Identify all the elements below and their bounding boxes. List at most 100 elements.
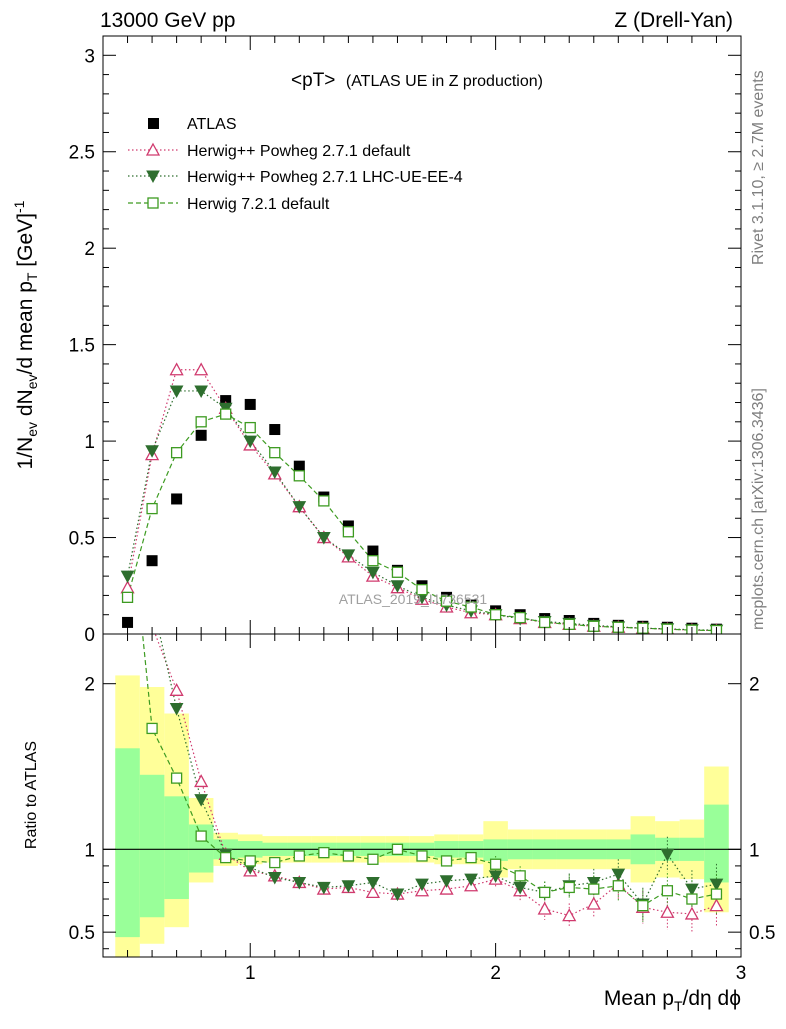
ratio-point-powheg-ue xyxy=(709,878,724,892)
ratio-line-powheg-ue xyxy=(159,634,717,906)
main-point-herwig721 xyxy=(244,421,256,434)
header-left: 13000 GeV pp xyxy=(100,9,235,32)
ratio-point-powheg-ue xyxy=(586,876,601,890)
ratio-point-powheg-default xyxy=(660,904,675,918)
ratio-point-powheg-default xyxy=(439,881,454,895)
legend-entry-powheg-ue: Herwig++ Powheg 2.7.1 LHC-UE-EE-4 xyxy=(128,169,463,186)
ratio-point-herwig721 xyxy=(588,883,600,895)
ratio-point-herwig721 xyxy=(170,772,183,784)
ratio-band-inner xyxy=(483,839,508,861)
main-point-herwig721 xyxy=(391,566,404,578)
ratio-ylabel: Ratio to ATLAS xyxy=(23,741,40,849)
ratio-point-herwig721 xyxy=(342,850,355,862)
main-point-atlas xyxy=(367,545,379,557)
main-point-powheg-default xyxy=(120,580,135,594)
main-point-herwig721 xyxy=(514,611,526,624)
ratio-ytick-label-right: 2 xyxy=(749,675,760,696)
main-point-herwig721 xyxy=(367,555,379,567)
ratio-point-herwig721 xyxy=(612,880,624,892)
main-point-atlas xyxy=(146,555,158,567)
main-point-herwig721 xyxy=(146,502,158,515)
side-mcplots: mcplots.cern.ch [arXiv:1306.3436] xyxy=(750,388,767,630)
ratio-ytick-label-right: 0.5 xyxy=(749,923,775,944)
ratio-point-herwig721 xyxy=(146,722,158,735)
ratio-point-herwig721 xyxy=(318,846,330,859)
main-point-herwig721 xyxy=(440,595,453,607)
ratio-band-inner xyxy=(115,748,140,938)
xtick-label: 1 xyxy=(245,963,256,984)
ratio-point-powheg-ue xyxy=(341,880,356,893)
main-ytick-label: 1 xyxy=(84,432,95,453)
ratio-point-herwig721 xyxy=(686,893,698,905)
ratio-point-herwig721 xyxy=(244,855,256,867)
main-ytick-label: 3 xyxy=(84,46,95,67)
main-point-powheg-ue xyxy=(267,466,282,480)
ratio-point-herwig721 xyxy=(220,851,232,864)
ratio-point-powheg-ue xyxy=(685,883,699,897)
legend-marker-powheg-ue xyxy=(146,170,160,184)
watermark: ATLAS_2019_I1736531 xyxy=(339,591,488,607)
main-point-herwig721 xyxy=(170,447,183,459)
ratio-point-powheg-ue xyxy=(660,848,675,862)
ratio-point-powheg-ue xyxy=(390,888,405,902)
main-point-herwig721 xyxy=(293,470,305,482)
ratio-point-powheg-default xyxy=(365,885,381,899)
main-ticks: 0 0.5 1 1.5 2 2.5 3 xyxy=(69,36,741,646)
main-point-herwig721 xyxy=(342,526,355,538)
main-point-atlas xyxy=(122,616,134,628)
ratio-point-herwig721 xyxy=(539,886,551,899)
side-rivet: Rivet 3.1.10, ≥ 2.7M events xyxy=(750,70,767,265)
ratio-point-herwig721 xyxy=(465,851,477,864)
main-point-atlas xyxy=(269,424,281,436)
ratio-point-powheg-ue xyxy=(464,873,478,887)
ratio-point-herwig721 xyxy=(269,856,281,869)
ratio-point-herwig721 xyxy=(489,858,502,870)
ratio-point-herwig721 xyxy=(195,830,207,842)
main-point-powheg-default xyxy=(169,362,184,376)
ratio-band-inner xyxy=(704,804,729,883)
ratio-point-herwig721 xyxy=(440,855,453,867)
ratio-point-herwig721 xyxy=(710,888,723,900)
ratio-point-powheg-ue xyxy=(439,875,454,888)
legend-marker-herwig721 xyxy=(147,197,159,209)
main-title-pt: <pT> xyxy=(291,70,335,91)
ratio-point-powheg-ue xyxy=(415,878,429,892)
main-point-powheg-ue xyxy=(317,532,331,545)
main-point-atlas xyxy=(171,493,183,505)
ratio-point-powheg-ue xyxy=(292,876,307,890)
main-point-herwig721 xyxy=(465,601,477,613)
ratio-point-herwig721 xyxy=(514,870,526,882)
main-ytick-label: 1.5 xyxy=(69,336,95,357)
ratio-point-powheg-ue xyxy=(488,870,503,883)
ratio-panel: 0.5 0.5 1 1 2 2 1 2 3 Ratio to ATLAS xyxy=(23,633,775,984)
main-ytick-label: 2 xyxy=(84,239,95,260)
legend-label-powheg-default: Herwig++ Powheg 2.7.1 default xyxy=(187,143,411,160)
main-point-herwig721 xyxy=(269,447,281,459)
ratio-point-powheg-ue xyxy=(513,881,527,895)
ratio-band-inner xyxy=(139,774,165,918)
legend-marker-atlas xyxy=(148,118,159,129)
legend-marker-powheg-default xyxy=(145,142,161,156)
main-title-sub: (ATLAS UE in Z production) xyxy=(346,73,543,90)
ratio-point-powheg-default xyxy=(684,906,700,920)
main-point-powheg-ue xyxy=(366,566,380,580)
main-point-atlas xyxy=(220,395,232,407)
main-point-herwig721 xyxy=(220,408,232,420)
main-point-atlas xyxy=(244,398,256,410)
ratio-point-herwig721 xyxy=(563,881,575,894)
ratio-data-layer xyxy=(103,634,741,957)
ratio-point-powheg-ue xyxy=(366,876,380,890)
ratio-point-powheg-ue xyxy=(317,881,331,895)
main-point-atlas xyxy=(195,429,207,441)
main-point-atlas xyxy=(293,460,305,472)
ratio-point-powheg-ue xyxy=(169,703,184,716)
ratio-ytick-label: 1 xyxy=(84,840,95,861)
main-ytick-label: 0.5 xyxy=(69,529,95,550)
ratio-point-powheg-ue xyxy=(611,868,626,882)
legend-entry-atlas: ATLAS xyxy=(148,116,237,133)
main-point-herwig721 xyxy=(318,495,330,507)
ratio-point-herwig721 xyxy=(391,843,404,855)
main-ylabel: 1/Nev dNev/d mean pT [GeV]-1 xyxy=(11,200,40,469)
xlabel: Mean pT/dη dϕ xyxy=(604,987,741,1014)
